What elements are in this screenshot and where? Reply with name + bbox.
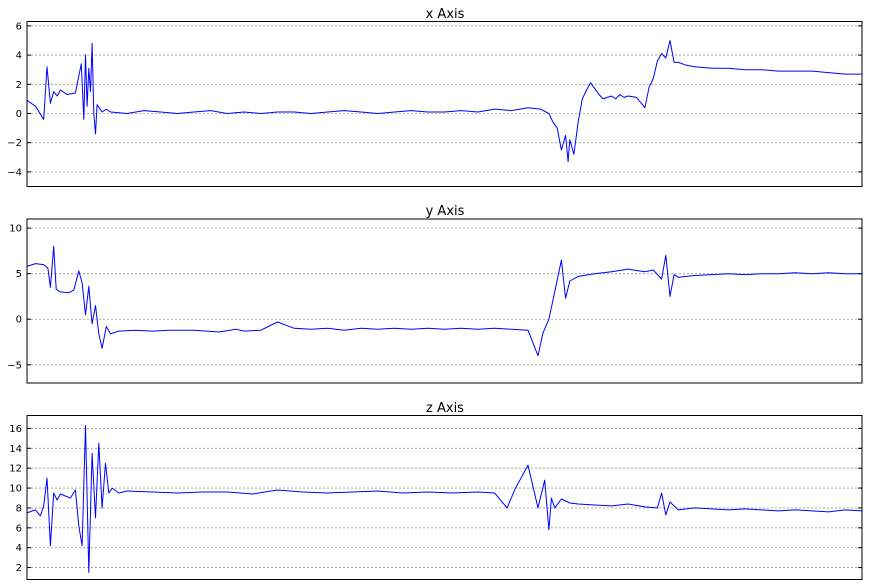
z-axis-panel-frame	[26, 415, 863, 580]
y-axis-panel-y-tick-label: 0	[16, 315, 22, 326]
y-axis-panel-y-tick-label: −5	[7, 360, 22, 371]
x-axis-panel-y-tick-label: 0	[16, 109, 22, 120]
z-axis-panel-y-tick-label: 14	[9, 444, 22, 455]
y-axis-panel-y-tick-label: 5	[16, 269, 22, 280]
y-axis-panel-frame	[26, 218, 863, 384]
x-axis-panel-title: x Axis	[426, 7, 465, 22]
z-axis-panel-y-tick-label: 12	[9, 464, 22, 475]
x-axis-panel-y-tick-label: 6	[16, 21, 22, 32]
x-axis-panel-series	[26, 40, 862, 163]
y-axis-panel-y-tick-label: 10	[9, 224, 22, 235]
z-axis-panel-y-tick-label: 10	[9, 484, 22, 495]
z-axis-panel-grid	[27, 428, 862, 568]
z-axis-panel: z Axis 2 4 6 8 10 12 14 16	[9, 401, 863, 580]
x-axis-panel-series-line	[26, 40, 862, 163]
z-axis-panel-ticks: 2 4 6 8 10 12 14 16	[9, 424, 862, 574]
x-axis-panel-frame	[26, 21, 863, 187]
z-axis-panel-y-tick-label: 8	[16, 503, 22, 514]
z-axis-panel-y-tick-label: 6	[16, 523, 22, 534]
x-axis-panel-y-tick-label: −4	[7, 167, 22, 178]
x-axis-panel-y-tick-label: −2	[7, 138, 22, 149]
z-axis-panel-series	[26, 424, 863, 573]
x-axis-panel-y-tick-label: 4	[16, 51, 22, 62]
y-axis-panel-series	[26, 245, 862, 357]
y-axis-panel-series-line	[26, 245, 862, 357]
y-axis-panel: y Axis −5 0 5 10	[7, 204, 863, 384]
z-axis-panel-y-tick-label: 2	[16, 563, 22, 574]
x-axis-panel-y-tick-label: 2	[16, 80, 22, 91]
z-axis-panel-y-tick-label: 16	[9, 424, 22, 435]
z-axis-panel-y-tick-label: 4	[16, 543, 22, 554]
y-axis-panel-ticks: −5 0 5 10	[7, 224, 862, 371]
z-axis-panel-title: z Axis	[426, 401, 464, 416]
x-axis-panel-ticks: −4 −2 0 2 4 6	[7, 21, 862, 178]
x-axis-panel: x Axis −4 −2 0 2 4 6	[7, 7, 863, 187]
z-axis-panel-series-line	[26, 424, 863, 573]
y-axis-panel-title: y Axis	[426, 204, 465, 219]
x-axis-panel-grid	[27, 25, 862, 173]
y-axis-panel-grid	[27, 227, 862, 366]
